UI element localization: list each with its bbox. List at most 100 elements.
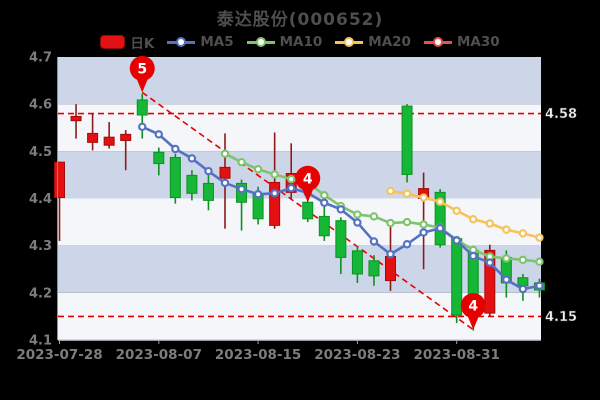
ma10-point <box>369 212 379 221</box>
ma20-line <box>389 189 541 239</box>
marker-label: 4 <box>468 299 478 315</box>
ma-line-swatch-icon <box>335 36 364 47</box>
candle <box>70 115 82 122</box>
ma20-point <box>469 215 478 224</box>
ma5-point <box>187 154 197 163</box>
candle <box>136 99 148 116</box>
price-band <box>58 57 541 105</box>
y-tick-label: 4.6 <box>29 98 52 113</box>
legend-label: MA20 <box>368 34 411 50</box>
ma5-point <box>386 249 395 259</box>
y-tick-label: 4.2 <box>29 286 52 301</box>
ma20-point <box>435 197 445 207</box>
candle <box>186 174 198 194</box>
ma-line-swatch-icon <box>423 36 452 47</box>
ma5-point <box>154 130 163 139</box>
candle <box>153 151 165 165</box>
legend-item-ma10[interactable]: MA10 <box>246 34 323 50</box>
ma5-point <box>320 198 329 207</box>
candle <box>302 201 314 220</box>
ma-line-swatch-icon <box>167 36 196 47</box>
ma10-point <box>518 255 528 265</box>
ma10-point <box>535 257 544 266</box>
ma5-point <box>518 284 528 294</box>
ref-value-label: 4.58 <box>545 107 577 122</box>
x-tick-label: 2023-07-28 <box>16 347 102 363</box>
ma5-point <box>419 228 428 237</box>
chart-title: 泰达股份(000652) <box>216 10 384 30</box>
candle <box>484 249 496 314</box>
ma-line-swatch-icon <box>246 36 275 47</box>
marker-label: 5 <box>137 61 147 77</box>
candle <box>169 156 181 199</box>
y-tick-label: 4.4 <box>29 192 52 207</box>
ma20-point <box>419 193 428 202</box>
candle <box>54 161 65 199</box>
ma10-point <box>237 157 246 167</box>
ma5-point <box>287 183 296 193</box>
y-tick-label: 4.7 <box>29 51 52 66</box>
legend-item-ma30[interactable]: MA30 <box>423 34 500 50</box>
marker-pin <box>460 293 486 319</box>
y-tick-label: 4.1 <box>29 334 52 349</box>
ma5-point <box>270 189 279 198</box>
ma10-point <box>287 174 296 184</box>
ma5-point <box>435 224 445 233</box>
ma-marker-icon <box>432 36 443 47</box>
ref-value-label: 4.15 <box>545 310 577 325</box>
ma5-point <box>535 281 544 290</box>
candle <box>517 277 529 287</box>
ma5-point <box>485 258 494 267</box>
legend-item-ma5[interactable]: MA5 <box>167 34 234 50</box>
candle <box>335 220 347 258</box>
x-tick-label: 2023-08-31 <box>414 347 500 363</box>
candle <box>318 215 330 237</box>
ma10-point <box>220 149 230 158</box>
candle <box>385 256 396 282</box>
ma5-point <box>253 190 263 199</box>
ma10-point <box>253 165 263 174</box>
ma5-point <box>402 240 412 249</box>
legend-item-日k[interactable]: 日K <box>100 32 154 52</box>
ma20-point <box>452 206 461 215</box>
ma5-point <box>138 122 147 132</box>
ma5-point <box>171 144 180 154</box>
candle <box>351 250 363 275</box>
candle <box>120 133 132 141</box>
ma5-point <box>204 166 213 176</box>
ma10-point <box>502 254 511 263</box>
candle <box>451 238 463 316</box>
marker-pin <box>295 165 321 191</box>
legend-item-ma20[interactable]: MA20 <box>335 34 411 50</box>
ma10-point <box>353 210 362 219</box>
ma5-point <box>220 178 230 188</box>
candle <box>434 191 446 246</box>
x-tick-label: 2023-08-07 <box>116 347 202 363</box>
ma5-point <box>336 205 346 214</box>
legend-label: MA5 <box>200 34 234 50</box>
marker-label: 4 <box>303 171 313 187</box>
ma20-point <box>386 186 395 196</box>
ma20-point <box>535 233 544 242</box>
candle <box>103 136 115 146</box>
ma5-point <box>353 218 362 227</box>
ma5-point <box>237 184 246 194</box>
ma-marker-icon <box>255 36 266 47</box>
marker-pin <box>129 55 155 81</box>
candle <box>219 166 231 179</box>
x-tick-label: 2023-08-15 <box>215 347 301 363</box>
chart-legend: 日K MA5 MA10 MA20 MA30 <box>0 32 600 52</box>
y-tick-label: 4.5 <box>29 145 52 160</box>
x-tick-label: 2023-08-23 <box>314 347 400 363</box>
ma20-point <box>502 225 511 234</box>
ma5-point <box>502 275 511 284</box>
candle <box>87 132 99 143</box>
legend-label: MA10 <box>279 34 323 50</box>
ma20-point <box>485 219 494 228</box>
ma10-point <box>386 218 395 228</box>
ma10-point <box>419 220 428 229</box>
ma20-point <box>402 189 412 198</box>
candle <box>401 105 413 175</box>
